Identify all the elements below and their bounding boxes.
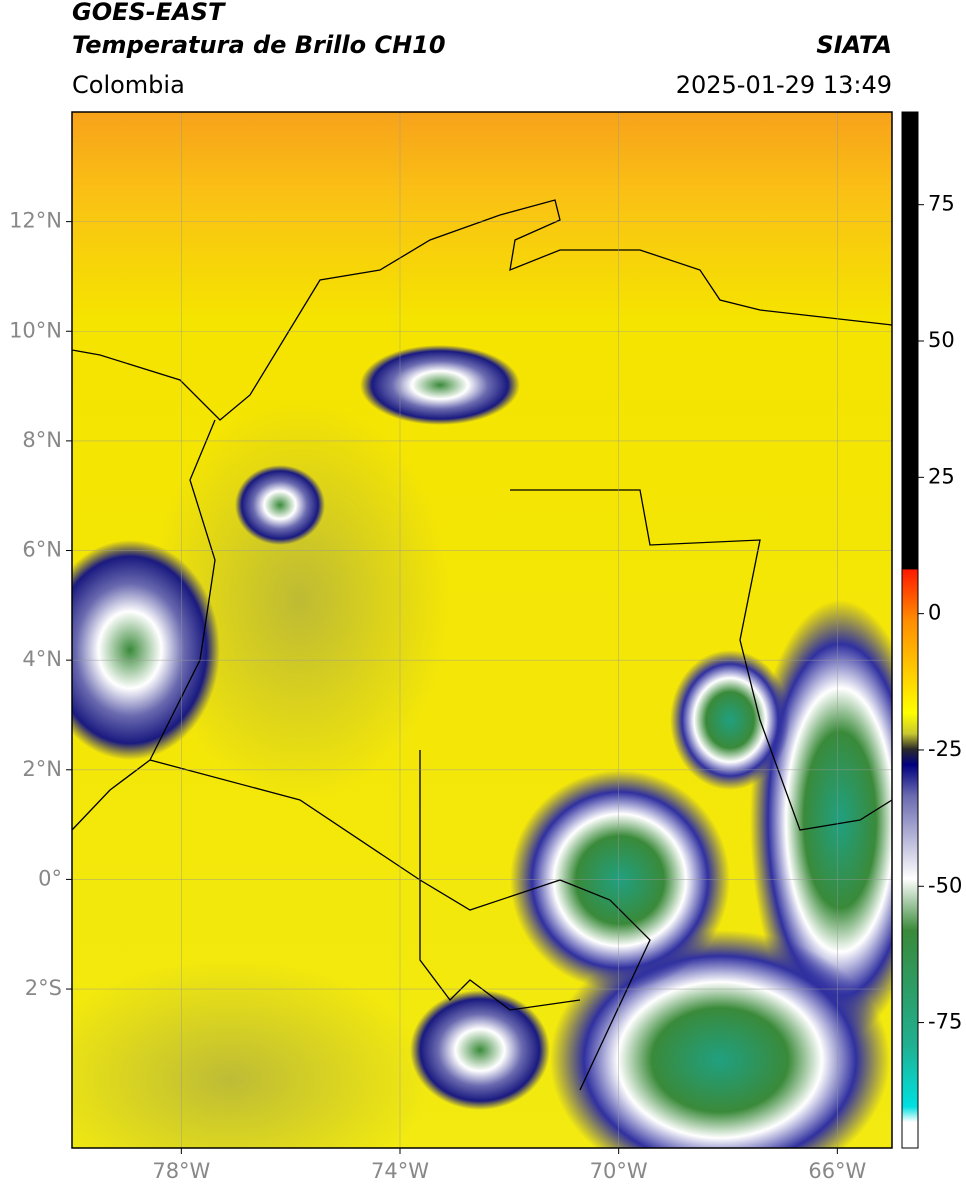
colorbar-tick-label: -25 [928, 737, 962, 761]
cloud [72, 960, 430, 1148]
y-tick-label: 10°N [9, 318, 62, 342]
colorbar-tick-label: -75 [928, 1010, 962, 1034]
colorbar-tick-label: 50 [928, 328, 955, 352]
map-image [72, 112, 892, 1148]
title: GOES-EAST [72, 0, 226, 26]
datetime: 2025-01-29 13:49 [676, 71, 892, 99]
y-tick-label: 4°N [22, 647, 62, 671]
y-tick-label: 6°N [22, 538, 62, 562]
graticule [72, 112, 892, 1148]
x-tick-label: 78°W [152, 1159, 210, 1183]
x-tick-label: 70°W [590, 1159, 648, 1183]
cloud [510, 770, 730, 990]
y-tick-label: 0° [38, 866, 62, 890]
source: SIATA [816, 31, 892, 59]
y-tick-label: 2°S [25, 976, 62, 1000]
colorbar-tick-label: -50 [928, 873, 962, 897]
colorbar-tick-label: 0 [928, 601, 941, 625]
colorbar-tick-label: 75 [928, 192, 955, 216]
region: Colombia [72, 71, 185, 99]
cloud [410, 990, 550, 1110]
y-tick-label: 8°N [22, 428, 62, 452]
y-tick-label: 12°N [9, 209, 62, 233]
cloud [670, 650, 790, 790]
colorbar-tick-label: 25 [928, 464, 955, 488]
colorbar [901, 111, 919, 1149]
y-tick-label: 2°N [22, 757, 62, 781]
cloud [72, 540, 220, 760]
map-frame [71, 111, 893, 1149]
cloud [235, 465, 325, 545]
subtitle: Temperatura de Brillo CH10 [72, 31, 446, 59]
cloud [150, 400, 450, 800]
x-tick-label: 74°W [371, 1159, 429, 1183]
cloud [360, 345, 520, 425]
x-tick-label: 66°W [808, 1159, 866, 1183]
